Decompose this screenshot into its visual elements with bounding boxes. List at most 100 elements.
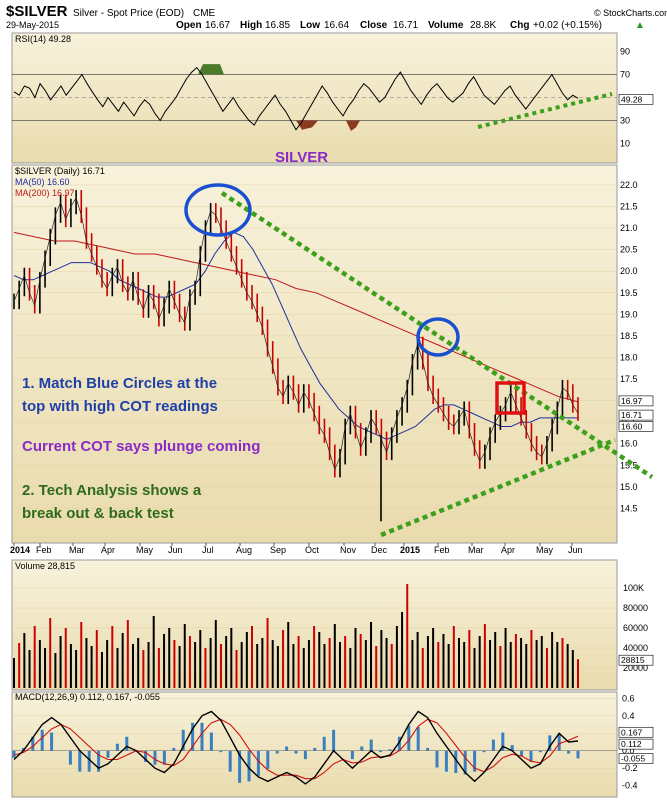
- ohlc-readout: Open 16.67 High 16.85 Low 16.64 Close 16…: [176, 20, 645, 31]
- open-value: 16.67: [205, 20, 230, 31]
- price-title: $SILVER (Daily) 16.71: [15, 166, 105, 176]
- annotation-cot: Current COT says plunge coming: [22, 438, 260, 455]
- price-tick-21: 21.0: [620, 223, 638, 233]
- price-tick-21.5: 21.5: [620, 202, 638, 212]
- price-ma50-label: 16.60: [621, 421, 643, 431]
- rsi-current-label-box: [618, 94, 654, 105]
- x-tick-Jun: Jun: [568, 545, 583, 555]
- macd-value-label: 0.112: [621, 739, 642, 749]
- price-tick-20: 20.0: [620, 266, 638, 276]
- resistance-trendline: [220, 191, 654, 479]
- x-tick-Nov: Nov: [340, 545, 357, 555]
- x-tick-Aug: Aug: [236, 545, 252, 555]
- macd-panel: [11, 691, 618, 798]
- price-tick-17.5: 17.5: [620, 374, 638, 384]
- volume-layer: 20000 40000 60000 80000 100K 28815: [12, 583, 654, 688]
- annotation-line1a: 1. Match Blue Circles at the: [22, 375, 217, 392]
- macd-tick-0: 0.0: [622, 746, 635, 756]
- macd-hist-label: -0.055: [621, 754, 645, 764]
- price-ma200-label: 16.97: [621, 396, 643, 406]
- price-tick-15: 15.0: [620, 482, 638, 492]
- volume-tick-40000: 40000: [623, 643, 648, 653]
- macd-tick-0.6: 0.6: [622, 693, 635, 703]
- ma50-line: [13, 231, 578, 440]
- close-line: [13, 197, 579, 471]
- high-label: High: [240, 20, 262, 31]
- x-tick-May: May: [536, 545, 554, 555]
- x-tick-2015: 2015: [400, 545, 420, 555]
- chg-up-arrow: ▲: [635, 20, 645, 31]
- x-tick-Feb: Feb: [434, 545, 450, 555]
- price-ma50-label-box: [618, 421, 654, 432]
- high-value: 16.85: [265, 20, 290, 31]
- price-tick-16: 16.0: [620, 439, 638, 449]
- open-label: Open: [176, 20, 202, 31]
- price-layer: 14.515.015.516.016.517.017.518.018.519.0…: [12, 180, 654, 538]
- x-tick-Apr: Apr: [501, 545, 515, 555]
- rsi-panel: [11, 32, 618, 164]
- price-tick-22: 22.0: [620, 180, 638, 190]
- rsi-current-label: 49.28: [621, 94, 643, 104]
- rsi-tick-90: 90: [620, 47, 630, 57]
- price-tick-19: 19.0: [620, 309, 638, 319]
- x-tick-Oct: Oct: [305, 545, 320, 555]
- blue-circle-2: [416, 317, 460, 357]
- volume-tick-20000: 20000: [623, 663, 648, 673]
- chart-date: 29-May-2015: [6, 20, 59, 30]
- watermark: © StockCharts.com: [594, 8, 667, 18]
- rsi-line: [13, 66, 579, 131]
- x-tick-2014: 2014: [10, 545, 30, 555]
- macd-tick-0.4: 0.4: [622, 711, 635, 721]
- macd-line: [13, 710, 579, 785]
- rsi-oversold-fill-2: [346, 120, 360, 131]
- x-tick-Jul: Jul: [202, 545, 214, 555]
- ma50-legend: MA(50) 16.60: [15, 177, 70, 187]
- symbol-title: $SILVER: [6, 3, 68, 20]
- price-close-label-box: [618, 409, 654, 421]
- macd-signal-label: 0.167: [621, 727, 643, 737]
- price-ma200-label-box: [618, 395, 654, 407]
- ma200-line: [13, 231, 579, 403]
- exchange-label: CME: [193, 8, 216, 19]
- macd-signal-label-box: [618, 726, 654, 738]
- close-value: 16.71: [393, 20, 418, 31]
- annotation-line3b: break out & back test: [22, 505, 174, 522]
- macd-hist-label-box: [618, 753, 654, 764]
- x-tick-May: May: [136, 545, 154, 555]
- macd-tick--0.4: -0.4: [622, 781, 638, 791]
- x-axis: 2014 Feb Mar Apr May Jun Jul Aug Sep Oct Nov Dec 201…: [10, 543, 583, 555]
- x-tick-Apr: Apr: [101, 545, 115, 555]
- volume-label: Volume: [428, 20, 464, 31]
- annotation-line3a: 2. Tech Analysis shows a: [22, 482, 202, 499]
- low-label: Low: [300, 20, 320, 31]
- macd-title: MACD(12,26,9) 0.112, 0.167, -0.055: [15, 692, 160, 702]
- x-tick-Mar: Mar: [468, 545, 484, 555]
- volume-tick-80000: 80000: [623, 603, 648, 613]
- price-close-label: 16.71: [621, 410, 643, 420]
- volume-tick-100K: 100K: [623, 583, 644, 593]
- x-tick-Mar: Mar: [69, 545, 85, 555]
- x-tick-Jun: Jun: [168, 545, 183, 555]
- red-square: [495, 381, 526, 415]
- ma200-legend: MA(200) 16.97: [15, 188, 75, 198]
- silver-annotation: SILVER: [275, 149, 328, 166]
- chg-label: Chg: [510, 20, 529, 31]
- price-tick-18.5: 18.5: [620, 331, 638, 341]
- rsi-overbought-fill: [198, 64, 224, 75]
- rsi-tick-10: 10: [620, 139, 630, 149]
- price-tick-14.5: 14.5: [620, 503, 638, 513]
- instrument-name: Silver - Spot Price (EOD): [73, 8, 184, 19]
- volume-current-label: 28815: [621, 655, 645, 665]
- volume-tick-60000: 60000: [623, 623, 648, 633]
- volume-title: Volume 28,815: [15, 561, 75, 571]
- macd-tick--0.2: -0.2: [622, 763, 638, 773]
- rsi-tick-70: 70: [620, 70, 630, 80]
- volume-value: 28.8K: [470, 20, 496, 31]
- chg-value: +0.02 (+0.15%): [533, 20, 602, 31]
- annotation-line1b: top with high COT readings: [22, 398, 218, 415]
- rsi-layer: 103050709049.28: [12, 47, 654, 149]
- price-tick-18: 18.0: [620, 352, 638, 362]
